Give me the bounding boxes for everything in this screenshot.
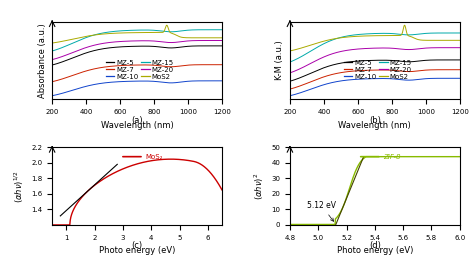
Text: ZIF-8: ZIF-8 [383,154,401,160]
X-axis label: Photo energy (eV): Photo energy (eV) [337,246,413,255]
Y-axis label: Absorbance (a.u.): Absorbance (a.u.) [37,23,46,98]
X-axis label: Photo energy (eV): Photo energy (eV) [99,246,175,255]
Text: (a): (a) [131,115,143,125]
Y-axis label: K-M (a.u.): K-M (a.u.) [275,41,284,80]
Y-axis label: $(\alpha h\nu)^{1/2}$: $(\alpha h\nu)^{1/2}$ [12,170,26,202]
Y-axis label: $(\alpha h\nu)^{2}$: $(\alpha h\nu)^{2}$ [252,173,265,200]
Text: 1.127 eV: 1.127 eV [0,270,1,271]
Text: (c): (c) [131,241,143,250]
X-axis label: Wavelength (nm): Wavelength (nm) [338,121,411,130]
X-axis label: Wavelength (nm): Wavelength (nm) [100,121,173,130]
Text: (b): (b) [369,115,381,125]
Text: 5.12 eV: 5.12 eV [307,201,336,221]
Legend: MZ-5, MZ-7, MZ-10, MZ-15, MZ-20, MoS2: MZ-5, MZ-7, MZ-10, MZ-15, MZ-20, MoS2 [103,57,177,83]
Text: MoS₂: MoS₂ [146,154,163,160]
Legend: MZ-5, MZ-7, MZ-10, MZ-15, MZ-20, MoS2: MZ-5, MZ-7, MZ-10, MZ-15, MZ-20, MoS2 [341,57,414,83]
Text: (d): (d) [369,241,381,250]
